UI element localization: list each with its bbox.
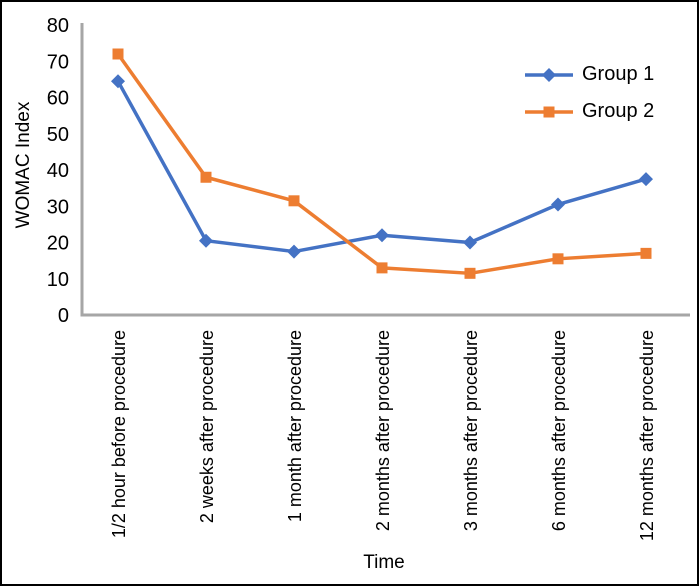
chart-legend: Group 1 Group 2	[523, 63, 654, 123]
y-tick-label: 70	[47, 51, 69, 73]
data-point-group-1	[287, 244, 301, 259]
y-tick-label: 30	[47, 196, 69, 218]
legend-item-group-1: Group 1	[523, 63, 654, 86]
legend-item-group-2: Group 2	[523, 100, 654, 123]
x-category-label: 1 month after procedure	[285, 330, 305, 522]
data-point-group-2	[200, 171, 212, 183]
legend-label-group-1: Group 1	[582, 63, 655, 85]
y-axis-title: WOMAC Index	[13, 101, 34, 229]
data-point-group-2	[640, 247, 652, 259]
legend-marker-group-2-icon	[525, 106, 573, 117]
legend-marker	[542, 67, 556, 82]
data-point-group-1	[111, 74, 125, 89]
legend-marker-group-1-icon	[525, 67, 573, 82]
x-category-label: 2 weeks after procedure	[197, 330, 217, 523]
data-point-group-1	[199, 233, 213, 248]
y-tick-label: 0	[58, 305, 69, 327]
y-tick-label: 10	[47, 269, 69, 291]
data-point-group-2	[552, 253, 564, 265]
data-point-group-2	[288, 195, 300, 207]
y-tick-label: 60	[47, 88, 69, 110]
y-tick-label: 80	[47, 15, 69, 37]
data-point-group-2	[376, 262, 388, 274]
data-point-group-2	[464, 267, 476, 279]
y-tick-label: 40	[47, 160, 69, 182]
y-tick-label: 20	[47, 233, 69, 255]
data-point-group-1	[551, 197, 565, 212]
data-point-group-1	[375, 228, 389, 243]
data-point-group-1	[639, 172, 653, 187]
x-axis-title: Time	[363, 552, 405, 573]
x-category-label: 12 months after procedure	[637, 330, 657, 541]
x-category-label: 6 months after procedure	[549, 330, 569, 531]
data-point-group-1	[463, 235, 477, 250]
legend-label-group-2: Group 2	[582, 100, 655, 122]
y-tick-label: 50	[47, 124, 69, 146]
x-category-label: 3 months after procedure	[461, 330, 481, 531]
x-category-label: 1/2 hour before procedure	[109, 330, 129, 538]
legend-marker	[543, 106, 555, 117]
x-category-label: 2 months after procedure	[373, 330, 393, 531]
axis-lines	[80, 23, 690, 317]
data-point-group-2	[112, 48, 124, 60]
